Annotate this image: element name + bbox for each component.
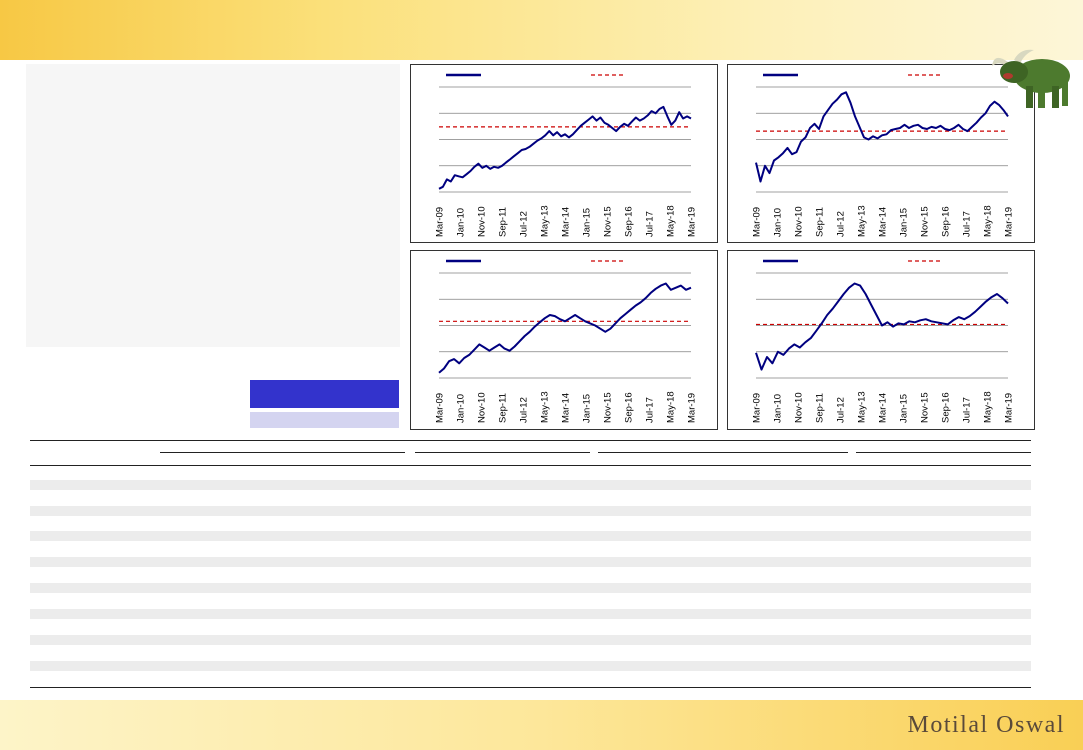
x-tick-label: May-18 xyxy=(666,391,677,423)
group-rule xyxy=(160,452,405,453)
x-tick-label: Jul-17 xyxy=(645,211,656,237)
table-row xyxy=(30,557,1031,567)
brand-logo: Motilal Oswal xyxy=(908,712,1066,739)
table-row xyxy=(30,635,1031,645)
legend-swatch-dark xyxy=(250,380,399,408)
legend-swatch-light xyxy=(250,412,399,428)
table-row xyxy=(30,480,1031,490)
x-tick-label: Nov-10 xyxy=(477,206,488,237)
table-row xyxy=(30,609,1031,619)
x-tick-label: Nov-15 xyxy=(603,206,614,237)
x-tick-label: Jul-12 xyxy=(836,211,847,237)
brand-name: Motilal Oswal xyxy=(907,712,1065,738)
chart-box: Mar-09 Jan-10 Nov-10 Sep-11 Jul-12 May-13 Mar-… xyxy=(410,64,718,243)
x-tick-label: Nov-15 xyxy=(920,392,931,423)
x-tick-label: May-18 xyxy=(983,391,994,423)
x-tick-label: Jul-17 xyxy=(645,397,656,423)
x-tick-label: Jan-10 xyxy=(773,208,784,237)
x-tick-label: Mar-14 xyxy=(878,207,889,237)
table-row xyxy=(30,661,1031,671)
table-row xyxy=(30,531,1031,541)
chart-svg: Mar-09 Jan-10 Nov-10 Sep-11 Jul-12 May-13 Mar-… xyxy=(752,73,1015,237)
x-tick-label: Mar-09 xyxy=(752,207,763,237)
x-tick-label: Mar-14 xyxy=(561,207,572,237)
x-tick-label: Mar-19 xyxy=(1004,393,1015,423)
x-tick-label: Nov-15 xyxy=(920,206,931,237)
series-line xyxy=(438,282,692,374)
x-tick-label: Mar-19 xyxy=(687,393,698,423)
x-tick-label: Jan-15 xyxy=(582,208,593,237)
x-tick-label: Mar-09 xyxy=(435,393,446,423)
chart-box: Mar-09 Jan-10 Nov-10 Sep-11 Jul-12 May-13 Mar-… xyxy=(727,250,1035,430)
x-tick-label: Jul-17 xyxy=(962,397,973,423)
footer-band xyxy=(0,700,1083,750)
table-row xyxy=(30,506,1031,516)
bull-icon xyxy=(990,42,1076,112)
x-tick-label: Jan-15 xyxy=(899,208,910,237)
x-tick-label: Nov-10 xyxy=(794,392,805,423)
header-band xyxy=(0,0,1083,60)
chart-box: Mar-09 Jan-10 Nov-10 Sep-11 Jul-12 May-13 Mar-… xyxy=(727,64,1035,243)
x-tick-label: Sep-11 xyxy=(815,393,826,423)
x-tick-label: Mar-19 xyxy=(687,207,698,237)
x-tick-label: Jul-12 xyxy=(519,397,530,423)
table-row xyxy=(30,583,1031,593)
table-bottom-rule xyxy=(30,687,1031,688)
x-tick-label: Mar-19 xyxy=(1004,207,1015,237)
x-tick-label: Jan-10 xyxy=(773,394,784,423)
x-tick-label: Sep-11 xyxy=(498,393,509,423)
chart-svg: Mar-09 Jan-10 Nov-10 Sep-11 Jul-12 May-13 Mar-… xyxy=(752,259,1015,423)
text-panel xyxy=(26,64,400,347)
x-tick-label: Nov-10 xyxy=(794,206,805,237)
x-tick-label: Sep-11 xyxy=(815,207,826,237)
chart-box: Mar-09 Jan-10 Nov-10 Sep-11 Jul-12 May-13 Mar-… xyxy=(410,250,718,430)
x-tick-label: Mar-14 xyxy=(878,393,889,423)
series-line xyxy=(755,91,1009,183)
x-tick-label: Sep-16 xyxy=(624,392,635,423)
x-tick-label: Jan-15 xyxy=(899,394,910,423)
series-line xyxy=(438,105,692,190)
x-tick-label: Jul-12 xyxy=(519,211,530,237)
x-tick-label: Sep-11 xyxy=(498,207,509,237)
chart-svg: Mar-09 Jan-10 Nov-10 Sep-11 Jul-12 May-13 Mar-… xyxy=(435,259,698,423)
x-tick-label: May-13 xyxy=(857,391,868,423)
x-tick-label: Mar-14 xyxy=(561,393,572,423)
x-tick-label: Sep-16 xyxy=(941,206,952,237)
x-tick-label: Jul-12 xyxy=(836,397,847,423)
table-top-rule xyxy=(30,440,1031,441)
group-rule xyxy=(415,452,590,453)
x-tick-label: Nov-15 xyxy=(603,392,614,423)
x-tick-label: Jul-17 xyxy=(962,211,973,237)
x-tick-label: Nov-10 xyxy=(477,392,488,423)
table-header-rule xyxy=(30,465,1031,466)
x-tick-label: May-18 xyxy=(666,205,677,237)
x-tick-label: May-13 xyxy=(540,205,551,237)
x-tick-label: Jan-15 xyxy=(582,394,593,423)
x-tick-label: May-13 xyxy=(857,205,868,237)
series-line xyxy=(755,282,1009,371)
x-tick-label: May-18 xyxy=(983,205,994,237)
chart-svg: Mar-09 Jan-10 Nov-10 Sep-11 Jul-12 May-13 Mar-… xyxy=(435,73,698,237)
x-tick-label: May-13 xyxy=(540,391,551,423)
x-tick-label: Sep-16 xyxy=(624,206,635,237)
x-tick-label: Jan-10 xyxy=(456,208,467,237)
x-tick-label: Jan-10 xyxy=(456,394,467,423)
group-rule xyxy=(598,452,848,453)
x-tick-label: Mar-09 xyxy=(752,393,763,423)
x-tick-label: Mar-09 xyxy=(435,207,446,237)
group-rule xyxy=(856,452,1031,453)
x-tick-label: Sep-16 xyxy=(941,392,952,423)
